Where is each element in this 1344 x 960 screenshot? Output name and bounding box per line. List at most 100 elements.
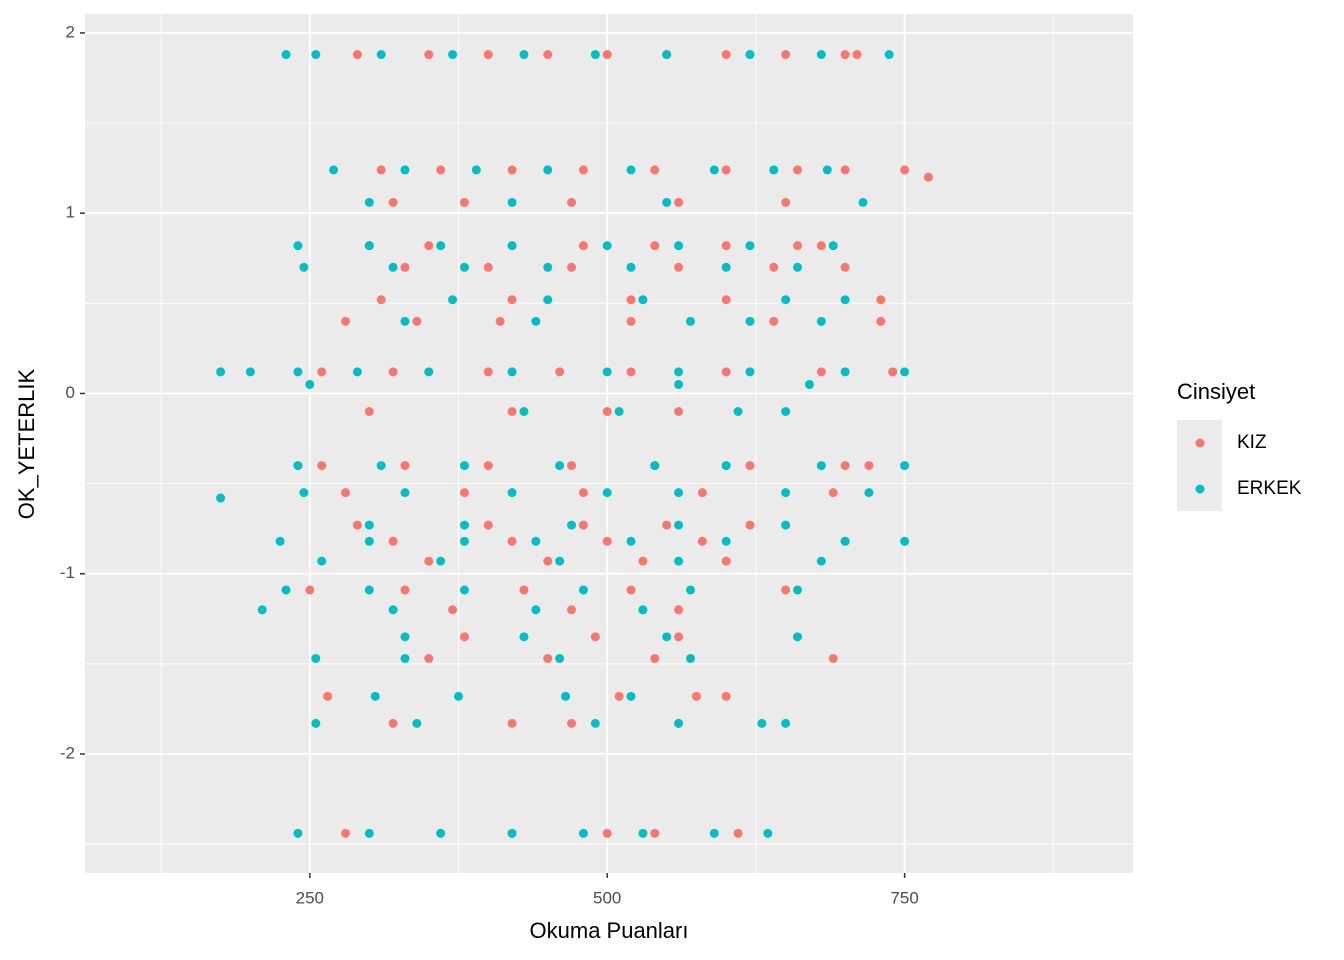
point bbox=[257, 605, 267, 615]
point bbox=[769, 262, 779, 272]
point bbox=[305, 585, 315, 595]
point bbox=[507, 295, 517, 305]
point bbox=[638, 605, 648, 615]
point bbox=[602, 536, 612, 546]
point bbox=[674, 556, 684, 566]
point bbox=[543, 295, 553, 305]
point bbox=[364, 536, 374, 546]
point bbox=[400, 165, 410, 175]
point bbox=[388, 197, 398, 207]
point bbox=[412, 316, 422, 326]
point bbox=[531, 605, 541, 615]
point bbox=[840, 536, 850, 546]
point bbox=[638, 828, 648, 838]
point bbox=[507, 407, 517, 417]
point bbox=[674, 367, 684, 377]
point bbox=[459, 461, 469, 471]
point bbox=[436, 165, 446, 175]
point bbox=[341, 828, 351, 838]
point bbox=[626, 316, 636, 326]
point bbox=[578, 828, 588, 838]
point bbox=[733, 828, 743, 838]
point bbox=[626, 691, 636, 701]
point bbox=[840, 295, 850, 305]
x-tick-label: 500 bbox=[593, 888, 621, 907]
point bbox=[531, 316, 541, 326]
point bbox=[650, 165, 660, 175]
point bbox=[400, 316, 410, 326]
point bbox=[299, 488, 309, 498]
legend-marker bbox=[1195, 438, 1205, 448]
point bbox=[691, 691, 701, 701]
x-tick-label: 750 bbox=[890, 888, 918, 907]
point bbox=[816, 50, 826, 60]
point bbox=[884, 50, 894, 60]
point bbox=[216, 493, 226, 503]
point bbox=[614, 691, 624, 701]
point bbox=[781, 585, 791, 595]
point bbox=[745, 316, 755, 326]
point bbox=[876, 316, 886, 326]
point bbox=[840, 367, 850, 377]
point bbox=[561, 691, 571, 701]
point bbox=[721, 262, 731, 272]
point bbox=[424, 50, 434, 60]
point bbox=[352, 520, 362, 530]
point bbox=[721, 295, 731, 305]
point bbox=[459, 585, 469, 595]
point bbox=[436, 828, 446, 838]
point bbox=[400, 262, 410, 272]
point bbox=[745, 50, 755, 60]
point bbox=[745, 461, 755, 471]
point bbox=[483, 520, 493, 530]
point bbox=[923, 172, 933, 182]
point bbox=[662, 632, 672, 642]
point bbox=[483, 50, 493, 60]
point bbox=[816, 461, 826, 471]
point bbox=[567, 605, 577, 615]
point bbox=[400, 653, 410, 663]
point bbox=[650, 241, 660, 251]
point bbox=[602, 50, 612, 60]
point bbox=[745, 520, 755, 530]
point bbox=[567, 197, 577, 207]
point bbox=[459, 520, 469, 530]
point bbox=[483, 461, 493, 471]
point bbox=[781, 520, 791, 530]
point bbox=[745, 367, 755, 377]
point bbox=[816, 241, 826, 251]
point bbox=[400, 585, 410, 595]
point bbox=[311, 653, 321, 663]
point bbox=[864, 488, 874, 498]
point bbox=[388, 536, 398, 546]
point bbox=[674, 379, 684, 389]
y-tick-label: -2 bbox=[60, 744, 75, 763]
point bbox=[781, 50, 791, 60]
point bbox=[305, 379, 315, 389]
point bbox=[352, 367, 362, 377]
point bbox=[590, 50, 600, 60]
point bbox=[840, 165, 850, 175]
point bbox=[804, 379, 814, 389]
point bbox=[370, 691, 380, 701]
point bbox=[662, 520, 672, 530]
point bbox=[602, 488, 612, 498]
point bbox=[281, 50, 291, 60]
point bbox=[567, 461, 577, 471]
point bbox=[614, 407, 624, 417]
point bbox=[781, 718, 791, 728]
point bbox=[578, 488, 588, 498]
point bbox=[721, 556, 731, 566]
point bbox=[507, 536, 517, 546]
point bbox=[685, 653, 695, 663]
point bbox=[471, 165, 481, 175]
point bbox=[519, 407, 529, 417]
point bbox=[388, 605, 398, 615]
panel bbox=[85, 14, 1133, 873]
point bbox=[507, 718, 517, 728]
point bbox=[697, 488, 707, 498]
point bbox=[507, 367, 517, 377]
point bbox=[364, 585, 374, 595]
point bbox=[650, 828, 660, 838]
